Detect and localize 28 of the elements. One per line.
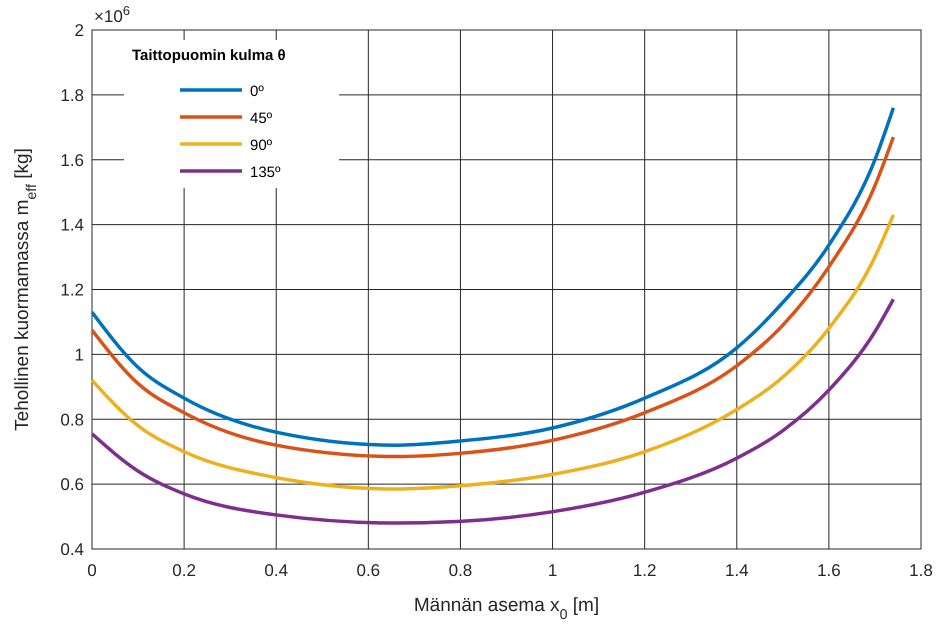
legend-label: 45º xyxy=(250,110,273,127)
y-tick-label: 2 xyxy=(74,21,84,40)
x-tick-label: 0 xyxy=(87,561,97,580)
x-tick-label: 1.4 xyxy=(724,561,749,580)
x-tick-label: 0.4 xyxy=(264,561,288,580)
x-tick-label: 0.6 xyxy=(356,561,380,580)
x-axis-title: Männän asema x$_{0}$ [m] xyxy=(414,595,600,623)
y-tick-label: 1.6 xyxy=(60,150,84,170)
legend-label: 90º xyxy=(250,137,273,154)
x-tick-label: 0.2 xyxy=(172,561,196,580)
y-tick-label: 0.6 xyxy=(60,475,84,494)
legend-title: Taittopuomin kulma θ xyxy=(132,47,286,64)
x-tick-label: 1.6 xyxy=(817,561,841,580)
y-tick-label: 1 xyxy=(74,345,84,364)
x-tick-label: 0.8 xyxy=(448,561,472,580)
y-tick-label: 1.8 xyxy=(60,86,84,105)
line-series xyxy=(90,297,896,525)
text: ×10$^{6}$ xyxy=(94,2,130,26)
y-tick-label: 0.4 xyxy=(60,540,84,559)
y-tick-label: 0.8 xyxy=(60,410,84,430)
line-series xyxy=(90,213,896,491)
x-tick-label: 1 xyxy=(548,561,558,580)
legend-label: 135º xyxy=(250,164,282,181)
legend-label: 0º xyxy=(250,83,264,100)
y-tick-label: 1.4 xyxy=(60,216,84,235)
x-tick-label: 1.8 xyxy=(909,561,933,580)
y-tick-label: 1.2 xyxy=(60,280,84,300)
x-tick-label: 1.2 xyxy=(632,561,656,580)
